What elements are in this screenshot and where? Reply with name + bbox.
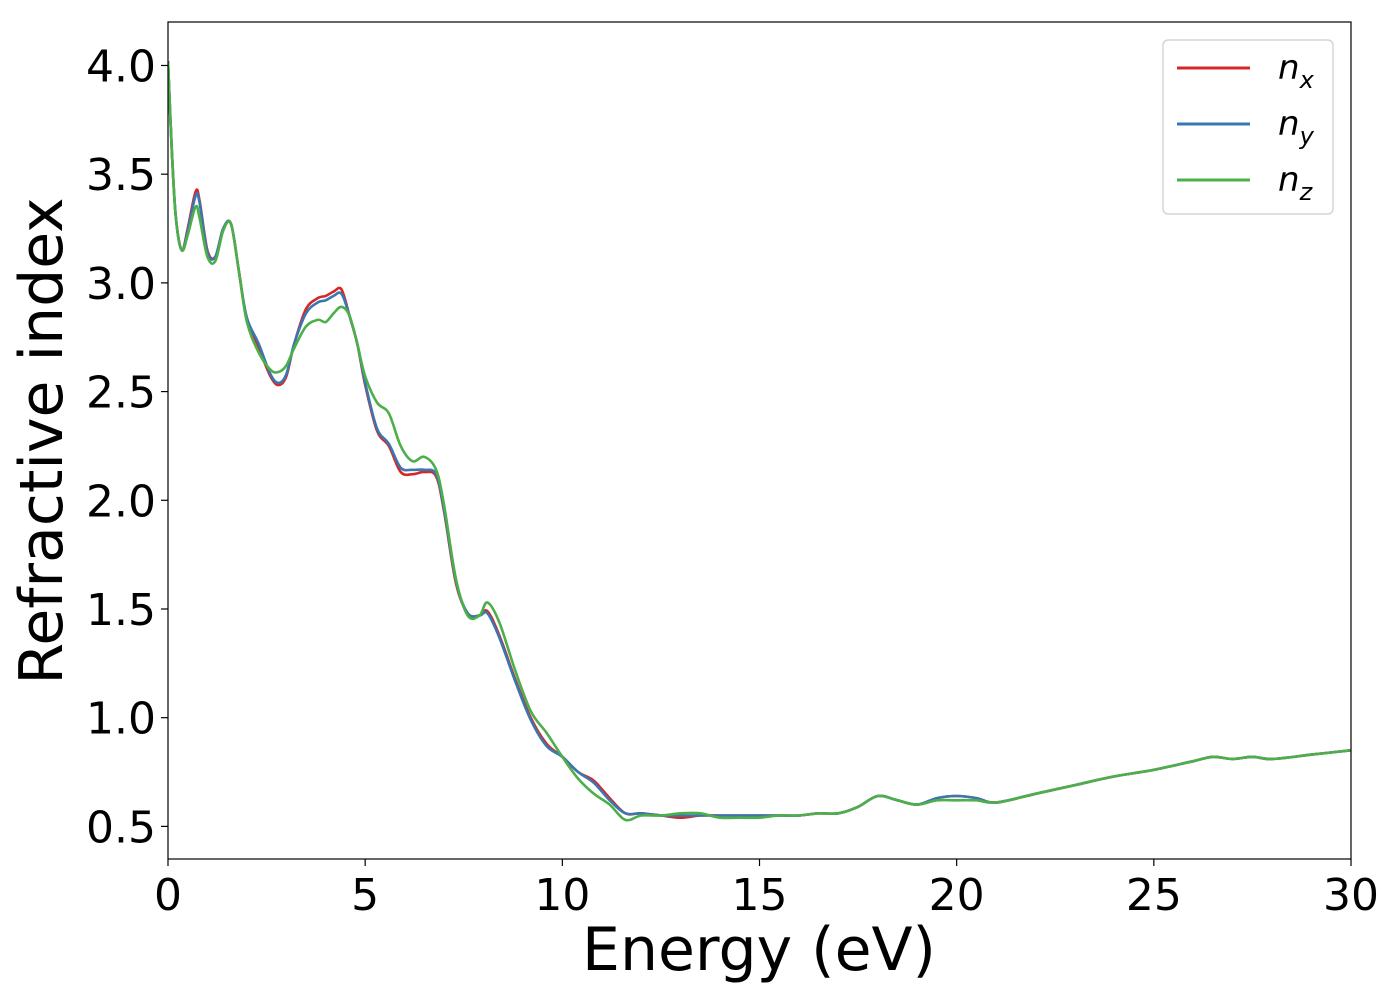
x-tick-label: 30	[1323, 870, 1379, 921]
series-layer	[168, 61, 1351, 822]
x-tick-label: 10	[534, 870, 590, 921]
y-tick-label: 1.5	[86, 585, 156, 636]
y-tick-label: 2.5	[86, 368, 156, 419]
y-axis-ticks: 0.5 1.0 1.5 2.0 2.5 3.0 3.5 4.0	[86, 41, 168, 853]
legend-box	[1162, 39, 1334, 215]
x-tick-label: 0	[154, 870, 182, 921]
x-tick-label: 15	[732, 870, 788, 921]
x-tick-label: 25	[1126, 870, 1182, 921]
series-line-ny	[168, 61, 1351, 817]
x-tick-label: 5	[351, 870, 379, 921]
series-line-nz	[168, 61, 1351, 822]
y-tick-label: 2.0	[86, 476, 156, 527]
y-tick-label: 1.0	[86, 694, 156, 745]
y-axis-title: Refractive index	[7, 197, 77, 684]
x-tick-label: 20	[929, 870, 985, 921]
y-tick-label: 3.0	[86, 259, 156, 310]
y-tick-label: 3.5	[86, 150, 156, 201]
x-axis-ticks: 0 5 10 15 20 25 30	[154, 859, 1379, 921]
x-axis-title: Energy (eV)	[582, 915, 936, 985]
y-tick-label: 4.0	[86, 41, 156, 92]
y-tick-label: 0.5	[86, 802, 156, 853]
